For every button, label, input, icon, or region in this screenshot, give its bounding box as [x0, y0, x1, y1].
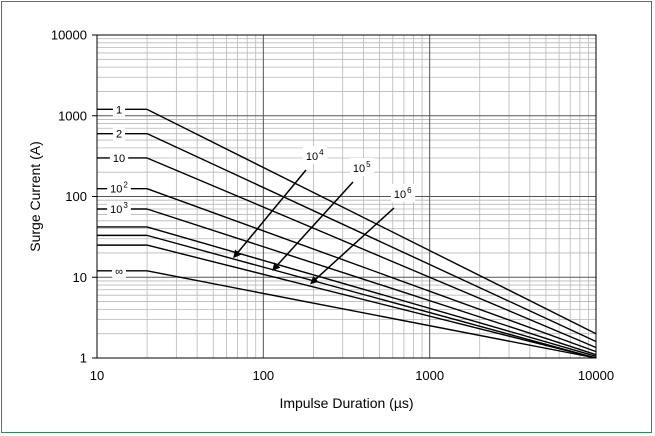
series-line [146, 226, 597, 357]
annotation-label-text: 10 [306, 151, 318, 163]
curve-label-text: 2 [116, 129, 122, 141]
x-tick-label: 1000 [415, 368, 444, 383]
curve-label-bg [107, 182, 131, 196]
annotation-label: 10 4 [302, 146, 328, 164]
y-tick-label: 10000 [51, 28, 87, 43]
series-line [146, 270, 597, 359]
y-tick-label: 1 [80, 351, 87, 366]
y-tick-label: 10 [73, 270, 87, 285]
annotation-arrow [310, 207, 395, 285]
curve-label: 2 [112, 127, 126, 141]
curve-label: 10 [109, 151, 129, 165]
x-axis-label: Impulse Duration (µs) [279, 395, 413, 411]
curve-label-text: ∞ [115, 266, 123, 278]
annotation-label-bg [390, 184, 416, 202]
curve-label-text: 1 [116, 104, 122, 116]
curve-label-text: 10 [110, 204, 122, 216]
x-tick-label: 10000 [578, 368, 614, 383]
curve-label-bg [112, 264, 126, 278]
y-tick-label: 100 [65, 189, 87, 204]
x-tick-label: 100 [252, 368, 274, 383]
annotation-label-text: 10 [353, 163, 365, 175]
series-line [146, 208, 597, 356]
series-line [146, 244, 597, 359]
curve-label-exponent: 2 [123, 181, 128, 190]
annotation-label: 10 6 [390, 184, 416, 202]
annotation-label-bg [349, 158, 375, 176]
curve-label: ∞ [112, 264, 126, 278]
annotation-label-exponent: 4 [319, 148, 324, 157]
curve-label-text: 10 [110, 184, 122, 196]
series-line [146, 157, 597, 349]
curve-label-bg [112, 127, 126, 141]
series-line [146, 108, 597, 335]
annotation-label-exponent: 5 [366, 160, 371, 169]
series-lines [97, 108, 597, 359]
annotation-label-bg [302, 146, 328, 164]
curve-label: 10 3 [107, 201, 131, 217]
series-line [146, 133, 597, 343]
annotation-label-exponent: 6 [407, 186, 412, 195]
annotation-label-text: 10 [394, 189, 406, 201]
curve-label: 10 2 [107, 181, 131, 196]
annotation-label: 10 5 [349, 158, 375, 176]
curve-label-bg [112, 103, 126, 117]
curve-label-bg [109, 151, 129, 165]
series-line [146, 188, 597, 353]
curve-label-bg [107, 203, 131, 217]
y-tick-label: 1000 [58, 108, 87, 123]
series-line [146, 234, 597, 359]
curve-label-text: 10 [113, 153, 125, 165]
curve-label-exponent: 3 [123, 201, 128, 210]
y-axis-label: Surge Current (A) [27, 141, 43, 251]
x-tick-label: 10 [90, 368, 104, 383]
annotation-arrow [233, 169, 307, 259]
curve-label: 1 [112, 103, 126, 117]
annotation-arrow [272, 181, 354, 271]
